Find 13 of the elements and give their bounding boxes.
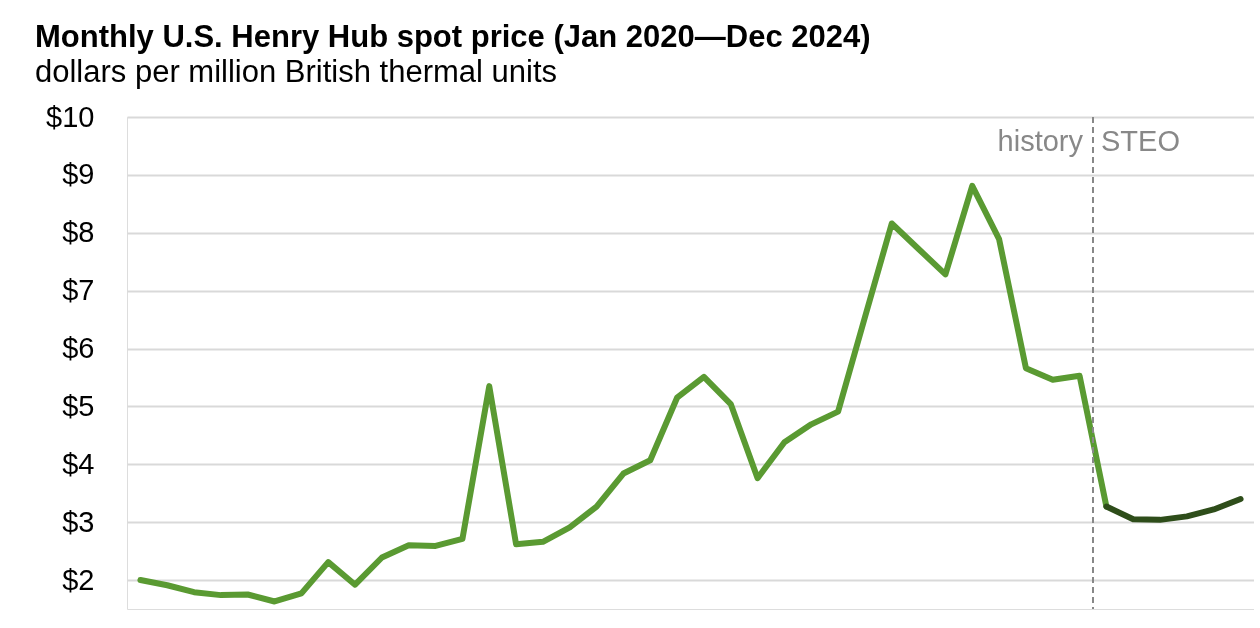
- y-tick-label: $3: [62, 505, 95, 538]
- chart-title: Monthly U.S. Henry Hub spot price (Jan 2020—Dec 2024): [35, 19, 871, 54]
- chart-subtitle: dollars per million British thermal units: [35, 54, 558, 89]
- annotation: STEO: [1101, 124, 1180, 157]
- y-tick-label: $4: [62, 447, 95, 480]
- annotation: history: [997, 124, 1084, 157]
- y-tick-label: $2: [62, 563, 95, 596]
- y-tick-label: $9: [62, 158, 95, 191]
- y-tick-label: $6: [62, 332, 95, 365]
- y-tick-label: $7: [62, 274, 95, 307]
- y-tick-label: $10: [46, 100, 95, 133]
- y-tick-label: $8: [62, 216, 95, 249]
- y-tick-label: $5: [62, 389, 95, 422]
